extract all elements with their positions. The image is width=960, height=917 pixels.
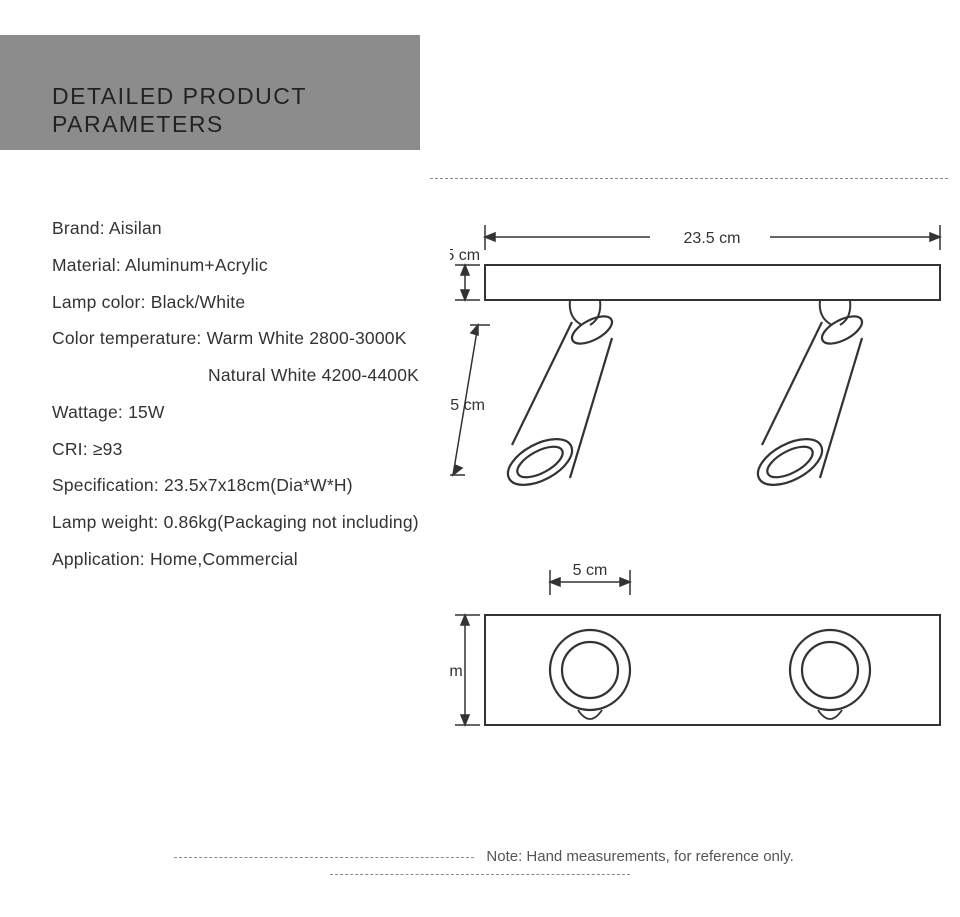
- spec-color-temp-2: Natural White 4200-4400K: [52, 357, 452, 394]
- product-diagram: 23.5 cm 3.5 cm: [450, 210, 960, 790]
- spec-application: Application: Home,Commercial: [52, 541, 452, 578]
- footer-note: Note: Hand measurements, for reference o…: [486, 848, 793, 865]
- spec-cri: CRI: ≥93: [52, 431, 452, 468]
- header-block: DETAILED PRODUCT PARAMETERS: [0, 35, 420, 150]
- header-line2: PARAMETERS: [52, 111, 224, 137]
- dim-base-height: 3.5 cm: [450, 247, 480, 264]
- dim-base-depth: 7 cm: [450, 663, 463, 680]
- dim-top-width: 23.5 cm: [684, 230, 741, 247]
- diagram-area: 23.5 cm 3.5 cm: [450, 210, 960, 790]
- spec-material: Material: Aluminum+Acrylic: [52, 247, 452, 284]
- footer-note-row: Note: Hand measurements, for reference o…: [12, 848, 948, 882]
- dim-lamp-diameter: 5 cm: [573, 562, 608, 579]
- spec-weight: Lamp weight: 0.86kg(Packaging not includ…: [52, 504, 452, 541]
- header-line1: DETAILED PRODUCT: [52, 83, 307, 109]
- spec-specification: Specification: 23.5x7x18cm(Dia*W*H): [52, 467, 452, 504]
- spec-color-temp: Color temperature: Warm White 2800-3000K: [52, 320, 452, 357]
- spec-lamp-color: Lamp color: Black/White: [52, 284, 452, 321]
- dim-lamp-length: 12.5 cm: [450, 397, 485, 414]
- spec-brand: Brand: Aisilan: [52, 210, 452, 247]
- specs-list: Brand: Aisilan Material: Aluminum+Acryli…: [52, 210, 452, 578]
- header-title: DETAILED PRODUCT PARAMETERS: [52, 83, 307, 138]
- spec-wattage: Wattage: 15W: [52, 394, 452, 431]
